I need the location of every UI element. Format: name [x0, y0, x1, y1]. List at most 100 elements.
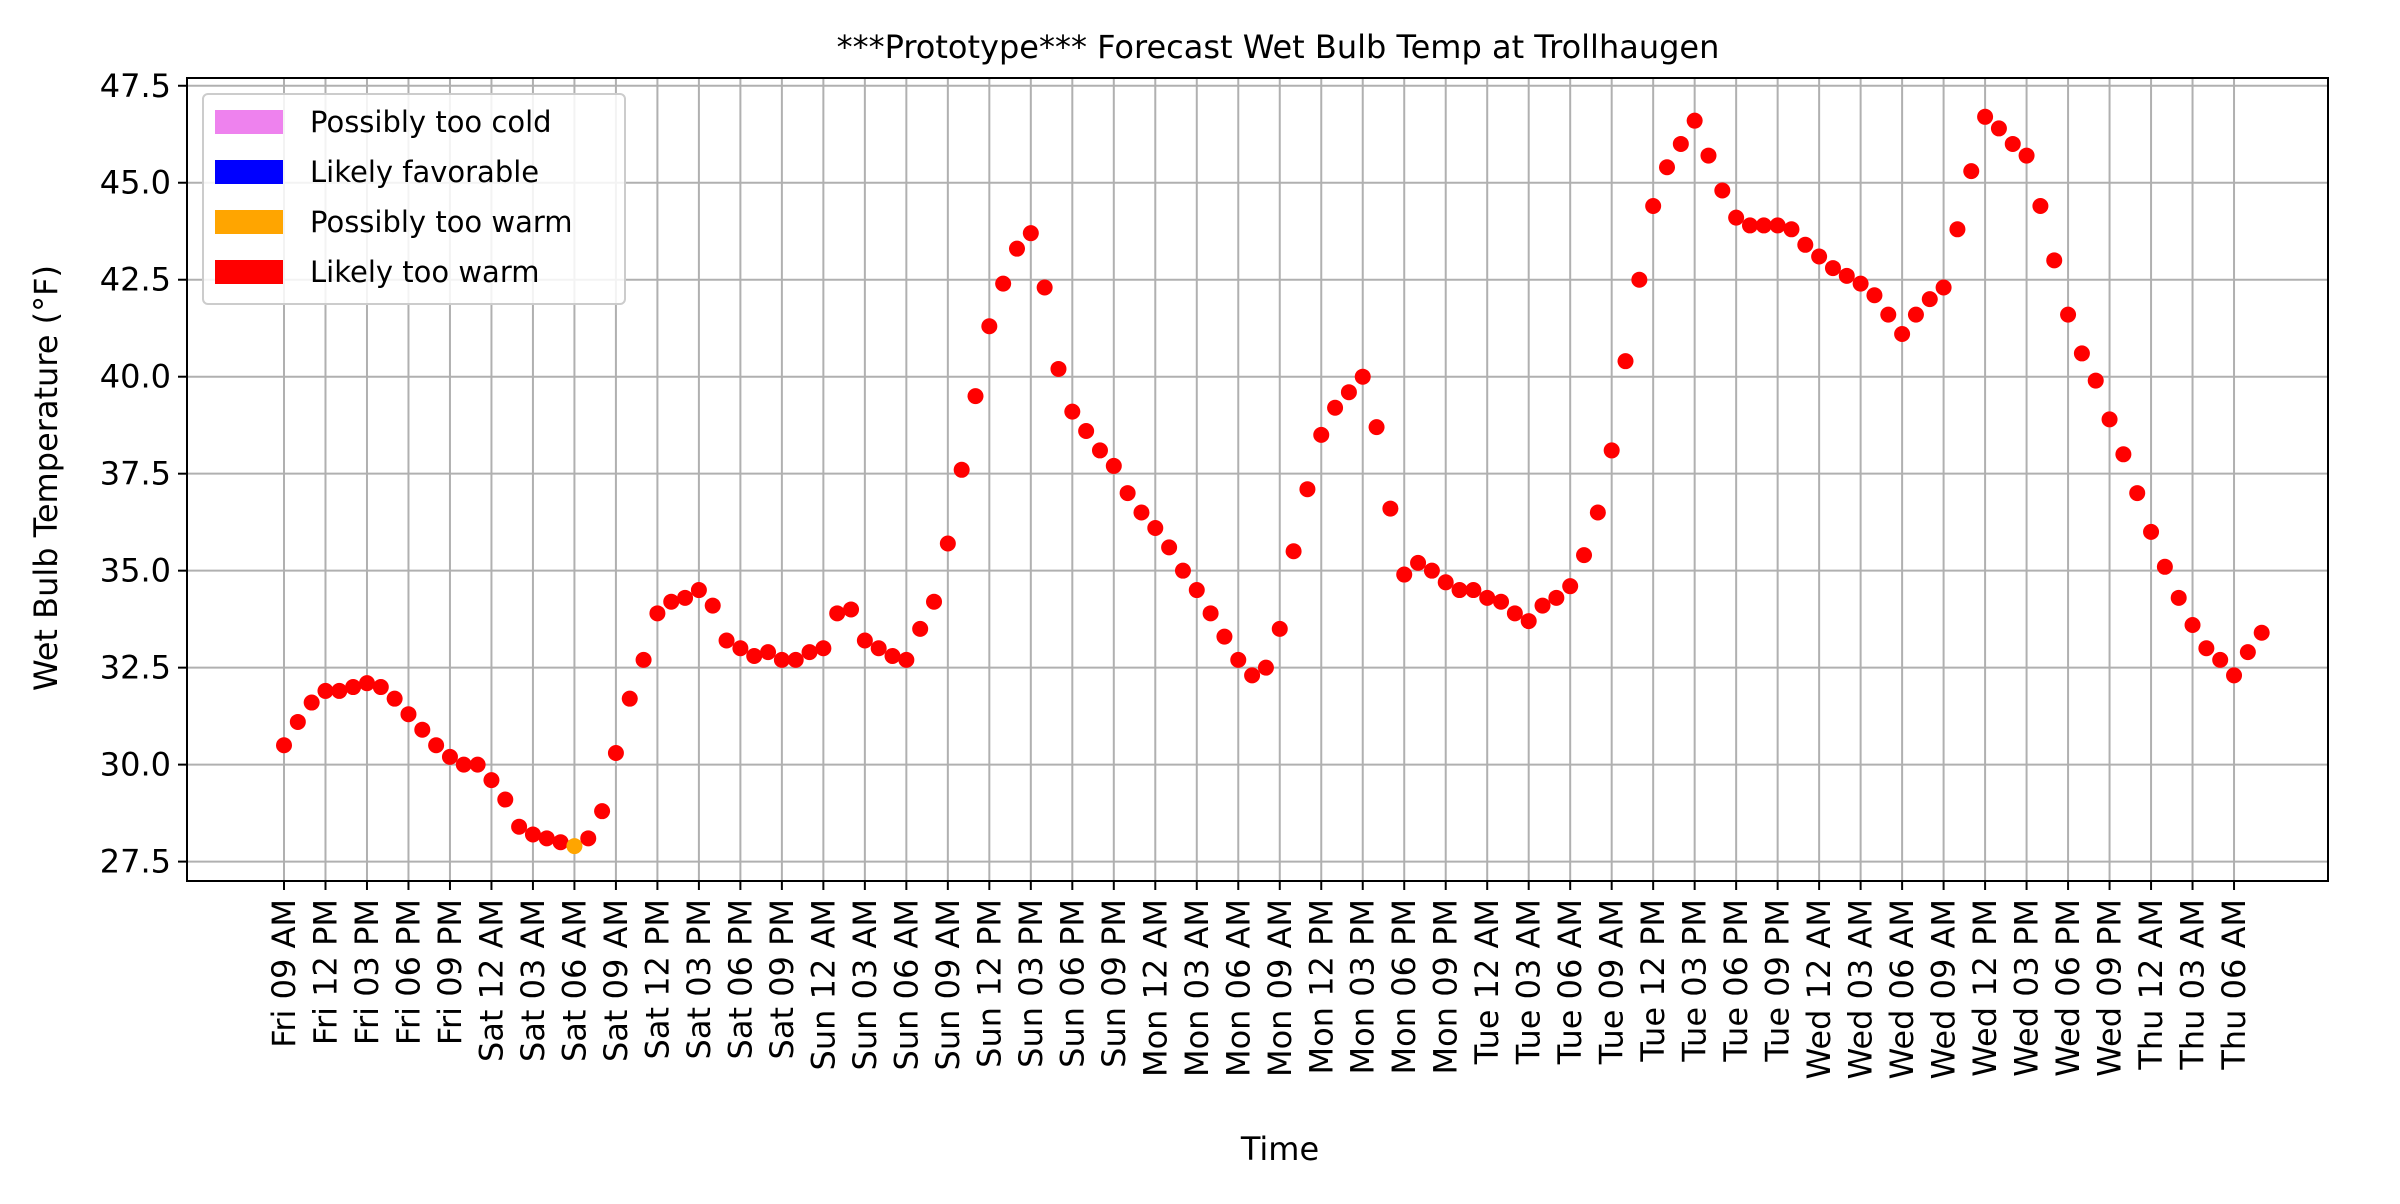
x-tick-label: Mon 12 AM	[1136, 899, 1174, 1077]
data-point	[511, 818, 528, 835]
x-tick-label: Wed 03 AM	[1842, 899, 1880, 1079]
data-point	[538, 830, 555, 847]
x-tick-label: Fri 03 PM	[348, 899, 386, 1045]
x-tick-label: Mon 06 AM	[1219, 899, 1257, 1077]
data-point	[1244, 667, 1261, 684]
x-tick-label: Tue 06 PM	[1717, 899, 1755, 1063]
legend-label: Possibly too warm	[310, 205, 573, 239]
data-point	[1437, 574, 1454, 591]
data-point	[1147, 519, 1164, 536]
x-tick-label: Sun 06 AM	[887, 899, 925, 1070]
data-point	[2156, 558, 2173, 575]
data-point	[594, 803, 611, 820]
data-point	[1064, 403, 1081, 420]
x-tick-label: Sat 03 PM	[680, 899, 718, 1059]
data-point	[1852, 275, 1869, 292]
data-point	[1119, 485, 1136, 502]
data-point	[1769, 217, 1786, 234]
data-point	[1257, 659, 1274, 676]
data-point	[787, 651, 804, 668]
data-point	[289, 713, 306, 730]
x-axis-label: Time	[1240, 1130, 1319, 1168]
data-point	[469, 756, 486, 773]
y-tick-label: 47.5	[100, 67, 171, 105]
y-tick-label: 45.0	[100, 164, 171, 202]
data-point	[2004, 135, 2021, 152]
data-point	[428, 737, 445, 754]
data-point	[1036, 279, 1053, 296]
data-point	[2018, 147, 2035, 164]
x-tick-label: Mon 09 PM	[1427, 899, 1465, 1074]
x-tick-label: Thu 12 AM	[2132, 899, 2170, 1071]
data-point	[2170, 589, 2187, 606]
data-point	[1741, 217, 1758, 234]
x-tick-label: Tue 12 PM	[1634, 899, 1672, 1063]
data-point	[1340, 384, 1357, 401]
data-point	[1493, 593, 1510, 610]
data-point	[1410, 554, 1427, 571]
data-point	[760, 644, 777, 661]
data-point	[2101, 411, 2118, 428]
data-point	[981, 318, 998, 335]
x-tick-label: Fri 06 PM	[389, 899, 427, 1045]
x-tick-label: Tue 09 AM	[1593, 899, 1631, 1065]
data-point	[1963, 163, 1980, 180]
data-point	[1313, 426, 1330, 443]
x-tick-label: Sun 09 PM	[1095, 899, 1133, 1068]
data-point	[690, 582, 707, 599]
data-point	[2087, 372, 2104, 389]
x-tick-label: Wed 12 PM	[1966, 899, 2004, 1077]
y-tick-label: 42.5	[100, 261, 171, 299]
data-point	[497, 791, 514, 808]
data-point	[1396, 566, 1413, 583]
data-point	[1078, 423, 1095, 440]
y-axis-ticks: 27.5 30.0 32.5 35.0 37.5 40.0 42.5 45.0 47.5	[100, 67, 187, 881]
x-tick-label: Wed 09 PM	[2091, 899, 2129, 1077]
y-tick-label: 35.0	[100, 552, 171, 590]
data-point	[566, 838, 583, 855]
data-point	[1907, 306, 1924, 323]
chart-title: ***Prototype*** Forecast Wet Bulb Temp a…	[837, 28, 1720, 66]
data-point	[1589, 504, 1606, 521]
x-tick-label: Wed 09 AM	[1925, 899, 1963, 1079]
data-point	[524, 826, 541, 843]
data-point	[718, 632, 735, 649]
data-point	[1230, 651, 1247, 668]
data-point	[649, 605, 666, 622]
data-point	[1271, 620, 1288, 637]
data-point	[1174, 562, 1191, 579]
data-point	[2046, 252, 2063, 269]
x-tick-label: Tue 12 AM	[1468, 899, 1506, 1065]
data-point	[939, 535, 956, 552]
y-tick-label: 40.0	[100, 358, 171, 396]
x-tick-label: Mon 09 AM	[1261, 899, 1299, 1077]
data-point	[1645, 198, 1662, 215]
x-tick-label: Mon 12 PM	[1302, 899, 1340, 1074]
data-point	[1548, 589, 1565, 606]
data-point	[677, 589, 694, 606]
data-point	[317, 682, 334, 699]
x-tick-label: Sat 12 AM	[472, 899, 510, 1062]
x-tick-label: Sat 09 PM	[763, 899, 801, 1059]
data-point	[1603, 442, 1620, 459]
data-point	[1659, 159, 1675, 176]
data-point	[1299, 481, 1316, 498]
data-point	[1990, 120, 2007, 137]
data-points	[276, 108, 2270, 855]
data-point	[483, 772, 500, 789]
legend-swatch	[215, 160, 283, 184]
data-point	[1216, 628, 1233, 645]
data-point	[1105, 457, 1122, 474]
data-point	[1423, 562, 1440, 579]
data-point	[580, 830, 597, 847]
x-axis-ticks: Fri 09 AM Fri 12 PM Fri 03 PM Fri 06 PM Fri …	[265, 881, 2253, 1079]
data-point	[815, 640, 832, 657]
data-point	[607, 744, 624, 761]
x-tick-label: Sat 03 AM	[514, 899, 552, 1062]
data-point	[1949, 221, 1966, 238]
data-point	[1672, 135, 1689, 152]
data-point	[1133, 504, 1150, 521]
data-point	[1188, 582, 1205, 599]
data-point	[1368, 419, 1385, 436]
